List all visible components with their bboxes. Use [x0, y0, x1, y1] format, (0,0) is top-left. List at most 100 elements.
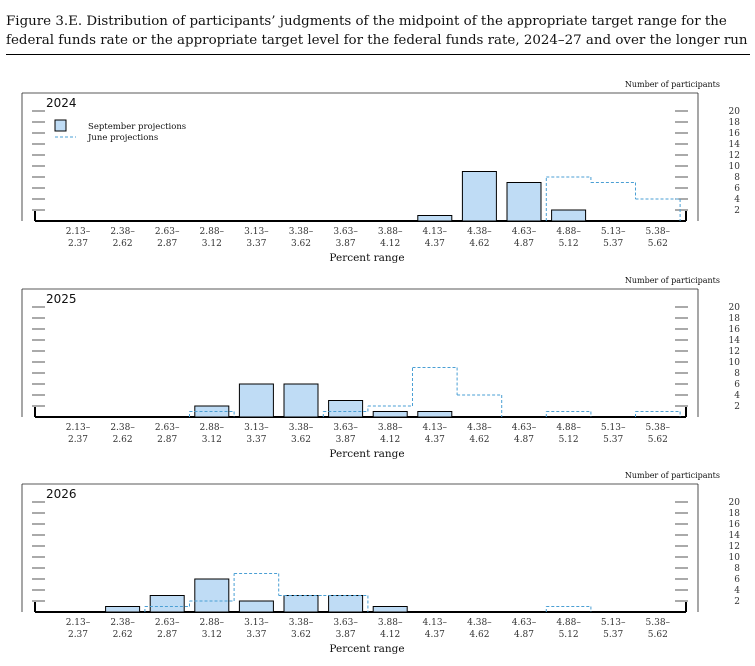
x-tick-label-top: 5.13–	[601, 423, 626, 433]
x-tick-label-top: 4.38–	[467, 423, 492, 433]
x-tick-label-top: 4.63–	[512, 618, 537, 628]
x-tick-label-top: 4.13–	[423, 227, 448, 237]
x-tick-label-top: 5.38–	[646, 423, 671, 433]
x-tick-label-bottom: 3.12	[202, 630, 222, 640]
x-tick-label-top: 4.13–	[423, 423, 448, 433]
x-tick-label-bottom: 3.37	[246, 239, 266, 249]
x-tick-label-bottom: 3.62	[291, 630, 311, 640]
x-tick-label-top: 4.88–	[556, 618, 581, 628]
y-tick-label: 16	[729, 325, 741, 335]
y-tick-label: 2	[734, 597, 740, 607]
x-tick-label-bottom: 5.37	[603, 435, 623, 445]
y-tick-label: 2	[734, 402, 740, 412]
x-tick-label-bottom: 5.12	[559, 630, 579, 640]
x-tick-label-bottom: 2.87	[157, 239, 177, 249]
y-tick-label: 6	[734, 575, 740, 585]
x-tick-label-top: 2.13–	[66, 423, 91, 433]
x-tick-label-bottom: 4.87	[514, 435, 534, 445]
y-tick-label: 2	[734, 206, 740, 216]
y-tick-label: 10	[729, 162, 741, 172]
june-projections-outline	[144, 573, 592, 612]
x-tick-label-top: 3.63–	[333, 423, 358, 433]
x-tick-label-top: 3.38–	[289, 423, 314, 433]
y-tick-label: 8	[734, 369, 740, 379]
title-rule	[6, 54, 750, 55]
y-tick-label: 12	[729, 151, 740, 161]
september-bar	[461, 171, 497, 222]
y-tick-label: 16	[729, 520, 741, 530]
y-tick-label: 20	[729, 107, 741, 117]
y-tick-label: 20	[729, 303, 741, 313]
x-tick-label-bottom: 2.37	[68, 630, 88, 640]
legend-june-label: June projections	[87, 133, 158, 143]
x-tick-label-bottom: 4.12	[380, 435, 400, 445]
x-tick-label-bottom: 2.87	[157, 435, 177, 445]
x-tick-label-top: 4.63–	[512, 423, 537, 433]
x-tick-label-bottom: 3.87	[336, 239, 356, 249]
y-tick-label: 8	[734, 564, 740, 574]
panel-year-label: 2026	[46, 487, 77, 501]
x-tick-label-bottom: 4.62	[469, 630, 489, 640]
x-tick-label-bottom: 4.62	[469, 435, 489, 445]
x-tick-label-bottom: 5.37	[603, 630, 623, 640]
x-tick-label-top: 3.63–	[333, 227, 358, 237]
x-tick-label-bottom: 3.12	[202, 435, 222, 445]
y-tick-label: 10	[729, 358, 741, 368]
y-axis-label: Number of participants	[625, 276, 720, 285]
y-tick-label: 16	[729, 129, 741, 139]
x-tick-label-bottom: 2.37	[68, 239, 88, 249]
x-tick-label-bottom: 3.37	[246, 630, 266, 640]
legend-september-label: September projections	[88, 122, 186, 132]
september-bar	[283, 383, 319, 418]
y-tick-label: 4	[734, 391, 740, 401]
x-tick-label-bottom: 5.62	[648, 435, 668, 445]
y-tick-label: 12	[729, 347, 740, 357]
x-tick-label-top: 4.38–	[467, 618, 492, 628]
x-tick-label-top: 3.13–	[244, 423, 269, 433]
september-bar	[149, 595, 185, 613]
september-bar	[372, 606, 408, 613]
x-tick-label-bottom: 4.37	[425, 435, 445, 445]
x-tick-label-top: 4.63–	[512, 227, 537, 237]
x-tick-label-bottom: 4.12	[380, 630, 400, 640]
x-tick-label-top: 5.38–	[646, 227, 671, 237]
y-tick-label: 18	[729, 509, 741, 519]
x-tick-label-bottom: 4.87	[514, 239, 534, 249]
x-axis-label: Percent range	[329, 643, 404, 655]
x-tick-label-bottom: 3.62	[291, 239, 311, 249]
x-tick-label-top: 2.38–	[110, 227, 135, 237]
y-tick-label: 14	[729, 336, 741, 346]
y-tick-label: 14	[729, 531, 741, 541]
y-tick-label: 14	[729, 140, 741, 150]
x-tick-label-bottom: 2.87	[157, 630, 177, 640]
y-tick-label: 4	[734, 586, 740, 596]
x-tick-label-bottom: 4.87	[514, 630, 534, 640]
y-axis-label: Number of participants	[625, 471, 720, 480]
x-tick-label-top: 5.38–	[646, 618, 671, 628]
x-tick-label-top: 2.38–	[110, 618, 135, 628]
x-tick-label-bottom: 3.87	[336, 435, 356, 445]
chart-panel-2025: Number of participants 2025 24681012141618…	[21, 276, 741, 460]
x-tick-label-top: 4.88–	[556, 423, 581, 433]
september-bar	[551, 209, 587, 222]
x-tick-label-top: 2.88–	[200, 423, 225, 433]
chart-panel-2024: Number of participants 2024 24681012141618…	[21, 80, 741, 264]
june-projections-outline	[545, 176, 681, 221]
x-tick-label-bottom: 4.12	[380, 239, 400, 249]
september-bar	[417, 215, 453, 222]
x-tick-label-bottom: 3.12	[202, 239, 222, 249]
x-tick-label-bottom: 5.37	[603, 239, 623, 249]
september-bar	[328, 400, 364, 418]
x-tick-label-top: 3.38–	[289, 618, 314, 628]
y-axis-label: Number of participants	[625, 80, 720, 89]
legend-september-swatch	[54, 119, 67, 132]
y-tick-label: 10	[729, 553, 741, 563]
x-tick-label-bottom: 2.37	[68, 435, 88, 445]
september-bar	[105, 606, 141, 613]
x-tick-label-top: 2.38–	[110, 423, 135, 433]
x-tick-label-top: 5.13–	[601, 618, 626, 628]
panel-year-label: 2025	[46, 292, 77, 306]
y-tick-label: 4	[734, 195, 740, 205]
x-tick-label-bottom: 2.62	[113, 435, 133, 445]
september-bar	[328, 595, 364, 613]
